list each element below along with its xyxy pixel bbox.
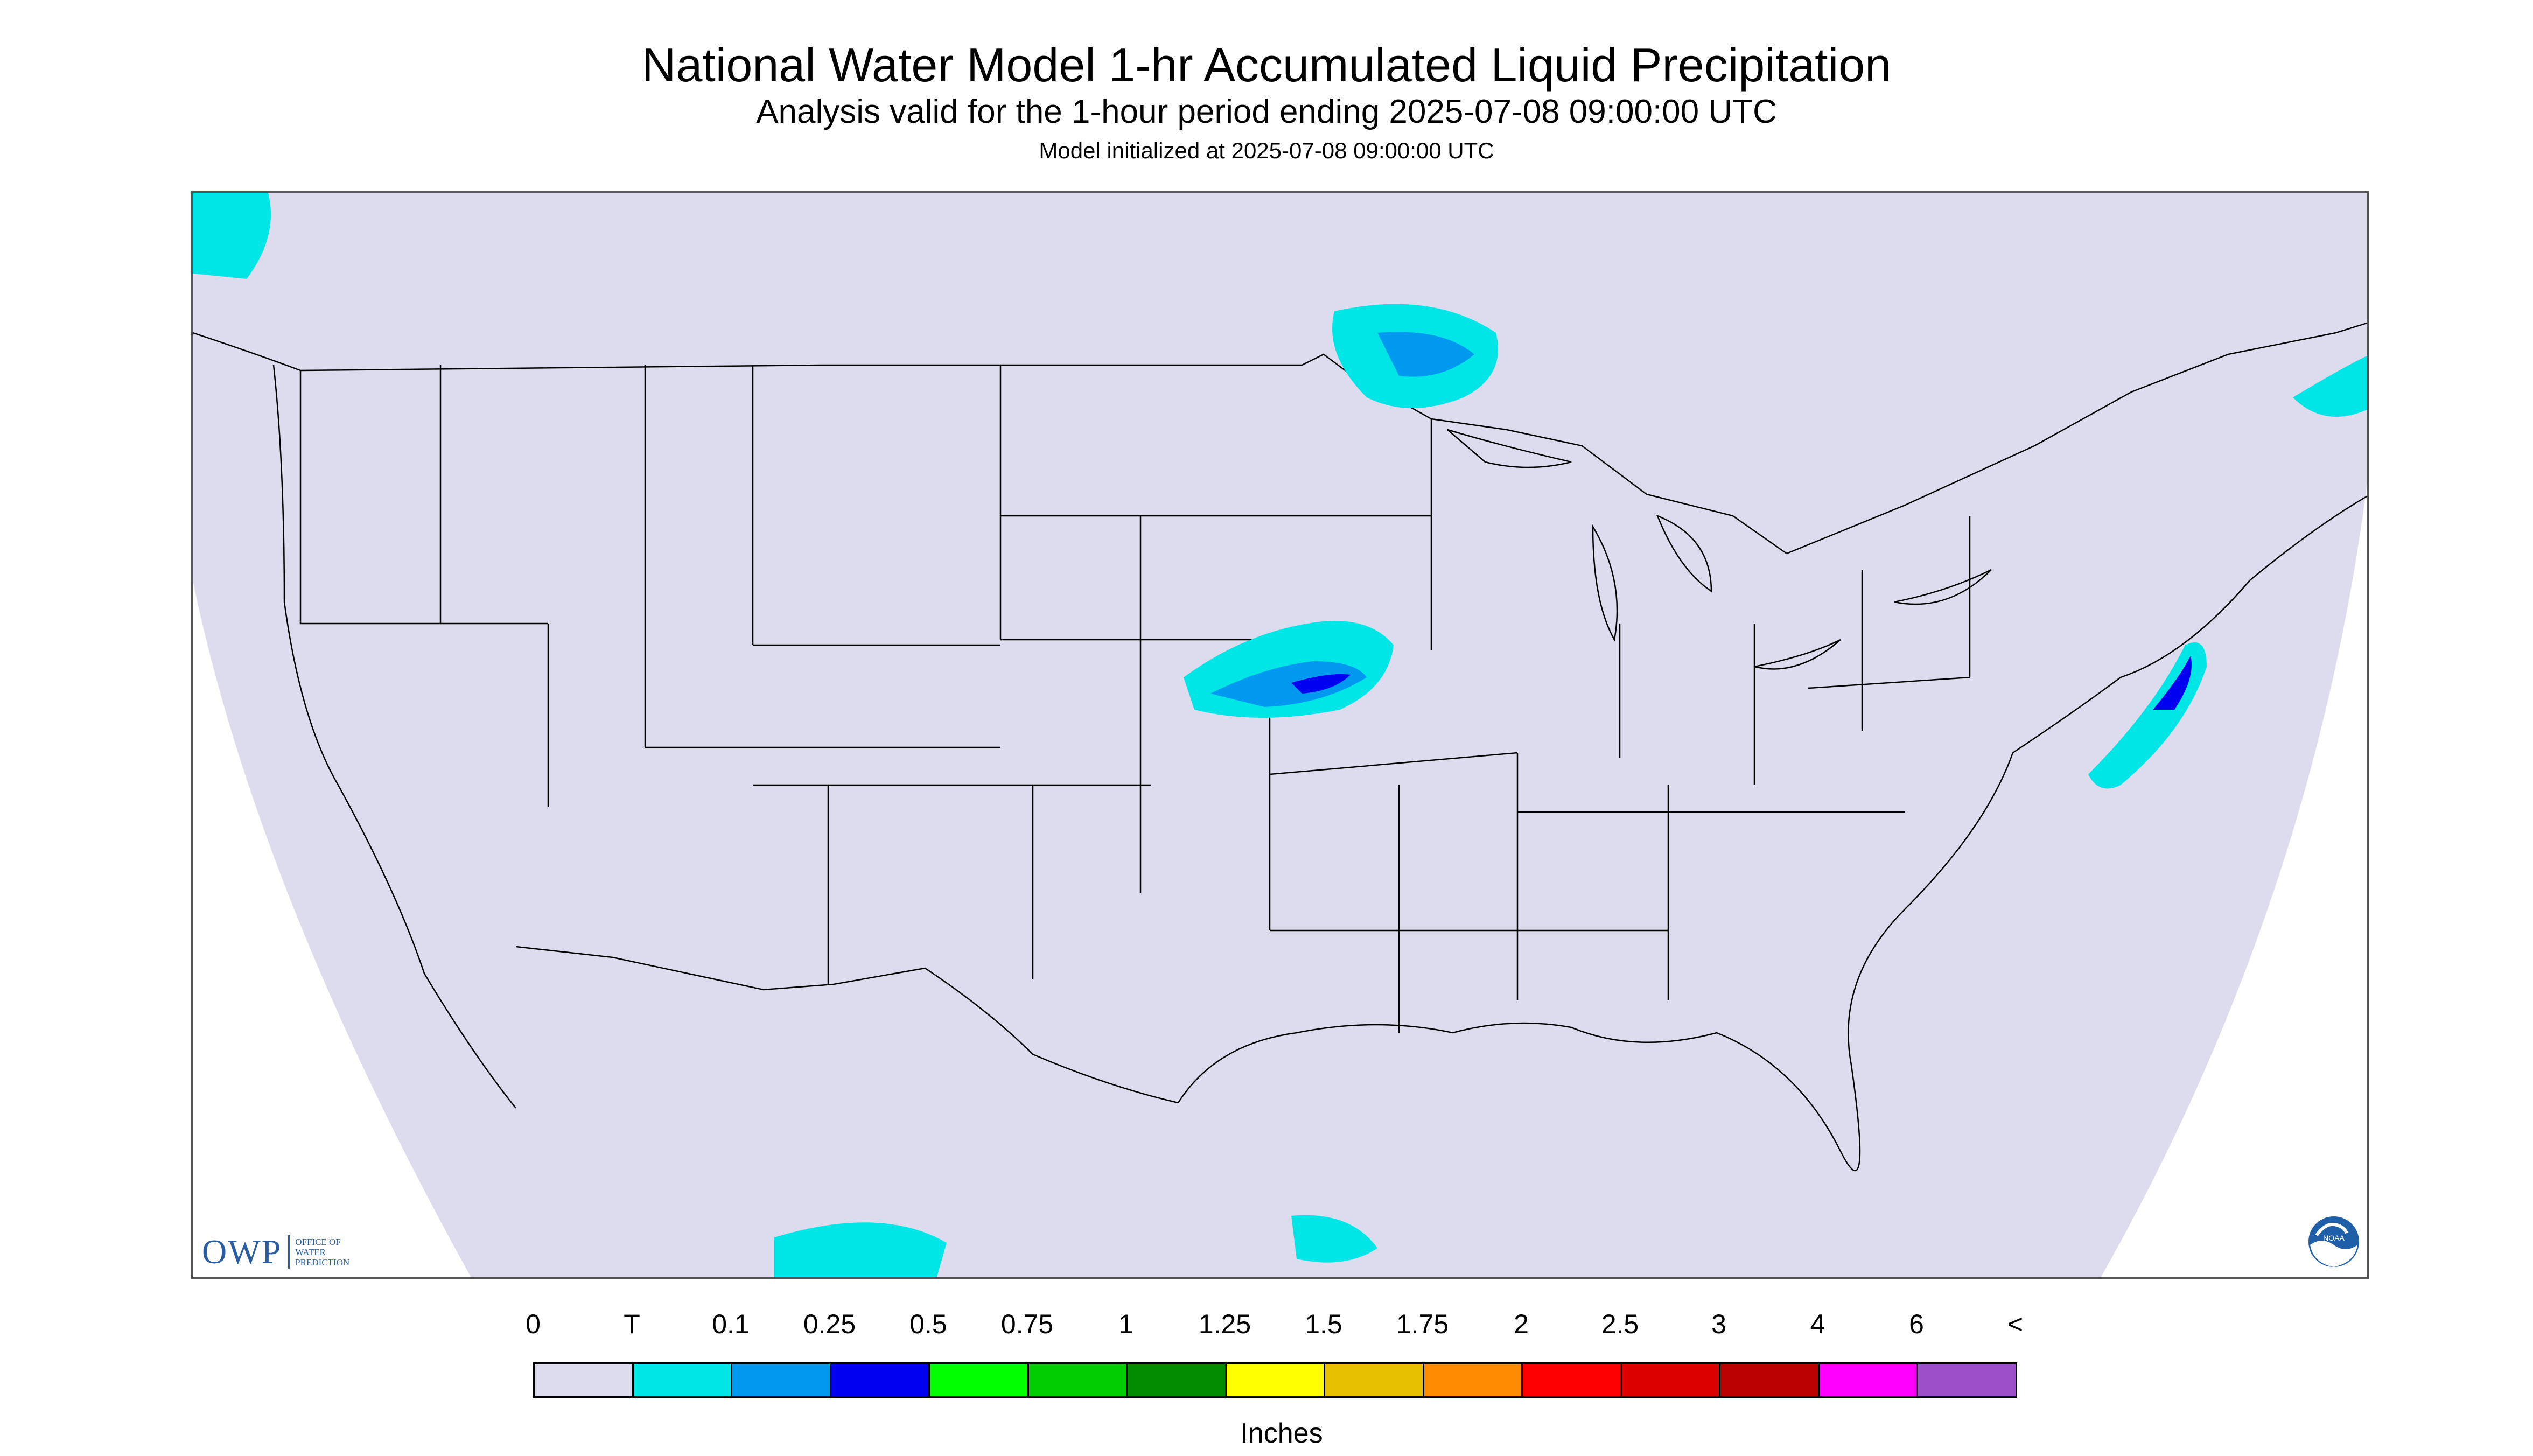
legend-color-cell	[928, 1362, 1029, 1398]
noaa-text: NOAA	[2323, 1234, 2345, 1242]
us-mexico-border	[515, 946, 1179, 1104]
owp-text: OFFICE OF WATER PREDICTION	[295, 1236, 350, 1268]
legend-color-cell	[1817, 1362, 1918, 1398]
gulf-atlantic-coast	[1177, 495, 2367, 1172]
precip-kansas-missouri-heavy	[1291, 674, 1351, 694]
legend-color-cell	[1620, 1362, 1720, 1398]
model-domain	[193, 193, 2367, 1277]
map-svg	[193, 193, 2367, 1277]
precipitation-areas	[193, 193, 2367, 1277]
model-init-line: Model initialized at 2025-07-08 09:00:00…	[1039, 138, 1494, 163]
legend-tick: 1	[1118, 1309, 1133, 1339]
legend-tick: 0	[526, 1309, 541, 1339]
legend-tick: <	[2007, 1309, 2024, 1339]
legend-tick: 1.5	[1305, 1309, 1342, 1339]
precipitation-legend: 0 T 0.1 0.25 0.5 0.75 1 1.25 1.5 1.75 2 2.5 3 4 6 < Inc…	[526, 1308, 2030, 1449]
precip-new-england	[2293, 355, 2367, 417]
legend-color-cell	[533, 1362, 634, 1398]
precip-kansas-missouri-core	[1210, 661, 1367, 707]
owp-mark: OWP	[202, 1233, 282, 1271]
legend-tick: 3	[1711, 1309, 1726, 1339]
legend-tick: 0.75	[1000, 1309, 1054, 1339]
legend-color-cell	[1126, 1362, 1227, 1398]
boundaries	[193, 322, 2367, 1172]
us-canada-border	[193, 322, 2367, 555]
legend-color-cell	[1027, 1362, 1128, 1398]
legend-units: Inches	[1240, 1418, 1323, 1449]
precip-gulf-east	[1291, 1215, 1377, 1263]
map-title: National Water Model 1-hr Accumulated Li…	[641, 38, 1892, 92]
owp-logo: OWP OFFICE OF WATER PREDICTION	[202, 1233, 349, 1271]
precip-gulf	[774, 1222, 947, 1277]
noaa-logo-icon: NOAA	[2308, 1216, 2359, 1267]
precipitation-map	[191, 191, 2369, 1279]
legend-tick: 0.1	[712, 1309, 750, 1339]
legend-color-cell	[632, 1362, 732, 1398]
precip-atlantic-band-core	[2153, 656, 2192, 710]
legend-color-cell	[1224, 1362, 1325, 1398]
legend-tick: 2	[1514, 1309, 1529, 1339]
legend-tick: 1.25	[1198, 1309, 1251, 1339]
legend-color-cell	[1324, 1362, 1424, 1398]
legend-tick: 6	[1909, 1309, 1924, 1339]
great-lakes	[1447, 429, 1992, 670]
precip-lake-superior-core	[1377, 332, 1474, 377]
legend-tick: T	[624, 1309, 640, 1339]
map-subtitle: Analysis valid for the 1-hour period end…	[756, 93, 1777, 130]
legend-tick: 2.5	[1601, 1309, 1639, 1339]
precip-pacific-northwest	[193, 193, 271, 279]
legend-tick: 1.75	[1396, 1309, 1449, 1339]
legend-color-cell	[1521, 1362, 1622, 1398]
legend-tick: 0.5	[909, 1309, 947, 1339]
legend-tick: 0.25	[803, 1309, 856, 1339]
legend-color-cell	[1422, 1362, 1523, 1398]
legend-tick: 4	[1810, 1309, 1825, 1339]
state-lines	[299, 365, 1971, 1033]
legend-color-cell	[1719, 1362, 1820, 1398]
legend-color-cell	[731, 1362, 831, 1398]
legend-color-cell	[829, 1362, 930, 1398]
pacific-coast	[272, 365, 516, 1109]
legend-color-cell	[1916, 1362, 2017, 1398]
owp-separator	[288, 1235, 290, 1269]
